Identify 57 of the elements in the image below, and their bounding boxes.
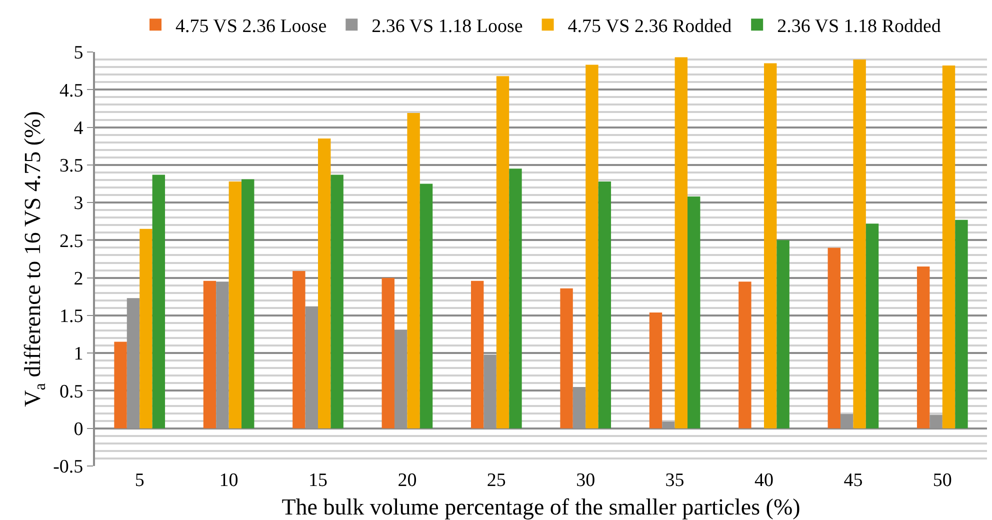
x-tick-label: 15 [308, 470, 328, 491]
y-tick-label: 2 [74, 268, 84, 290]
bar [407, 112, 420, 428]
bar [916, 266, 930, 428]
y-tick-label: 0.5 [59, 381, 84, 402]
x-axis-title: The bulk volume percentage of the smaller particles (%) [282, 494, 800, 520]
bar [942, 66, 956, 428]
y-tick-label: 2.5 [59, 230, 84, 252]
bar [152, 174, 166, 428]
bar [688, 196, 700, 428]
bar [509, 168, 522, 428]
bar [420, 184, 433, 428]
x-tick-label: 10 [219, 470, 238, 491]
bar [955, 220, 968, 428]
x-tick-label: 45 [844, 470, 863, 491]
x-tick-label: 30 [576, 470, 596, 491]
bar [586, 64, 598, 428]
bar [776, 240, 790, 428]
bar [560, 288, 573, 428]
bar [496, 76, 510, 428]
x-tick-label: 50 [932, 470, 952, 491]
bar [674, 57, 688, 428]
x-tick-label: 35 [665, 470, 684, 491]
legend-label: 2.36 VS 1.18 Rodded [777, 16, 942, 37]
y-tick-label: -0.5 [53, 456, 84, 478]
legend-label: 2.36 VS 1.18 Loose [372, 16, 523, 37]
bar [140, 228, 152, 428]
y-tick-label: 1.5 [59, 306, 84, 328]
y-tick-label: 1 [74, 344, 84, 365]
y-tick-label: 3.5 [59, 156, 84, 177]
x-tick-label: 40 [754, 470, 774, 491]
bar [292, 271, 306, 428]
bar [866, 224, 879, 428]
x-tick-label: 20 [398, 470, 417, 491]
y-tick-label: 4.5 [59, 80, 84, 102]
bar [649, 312, 662, 428]
bar [382, 278, 394, 428]
x-tick-label: 5 [134, 470, 144, 491]
bar [330, 174, 344, 428]
bar [764, 63, 777, 428]
y-tick-label: 4 [74, 118, 84, 139]
legend-label: 4.75 VS 2.36 Loose [176, 16, 327, 37]
bar [318, 138, 331, 428]
bar [828, 248, 840, 428]
bar [228, 181, 242, 428]
bar [738, 282, 752, 428]
bar [470, 280, 484, 428]
y-tick-label: 0 [74, 419, 84, 440]
bar [598, 181, 612, 428]
legend-label: 4.75 VS 2.36 Rodded [568, 16, 732, 37]
x-tick-label: 25 [486, 470, 506, 491]
bar [242, 179, 254, 428]
bar [853, 60, 866, 428]
y-tick-label: 5 [74, 42, 84, 64]
bar [203, 280, 216, 428]
bar [114, 342, 127, 428]
y-tick-label: 3 [74, 193, 84, 214]
